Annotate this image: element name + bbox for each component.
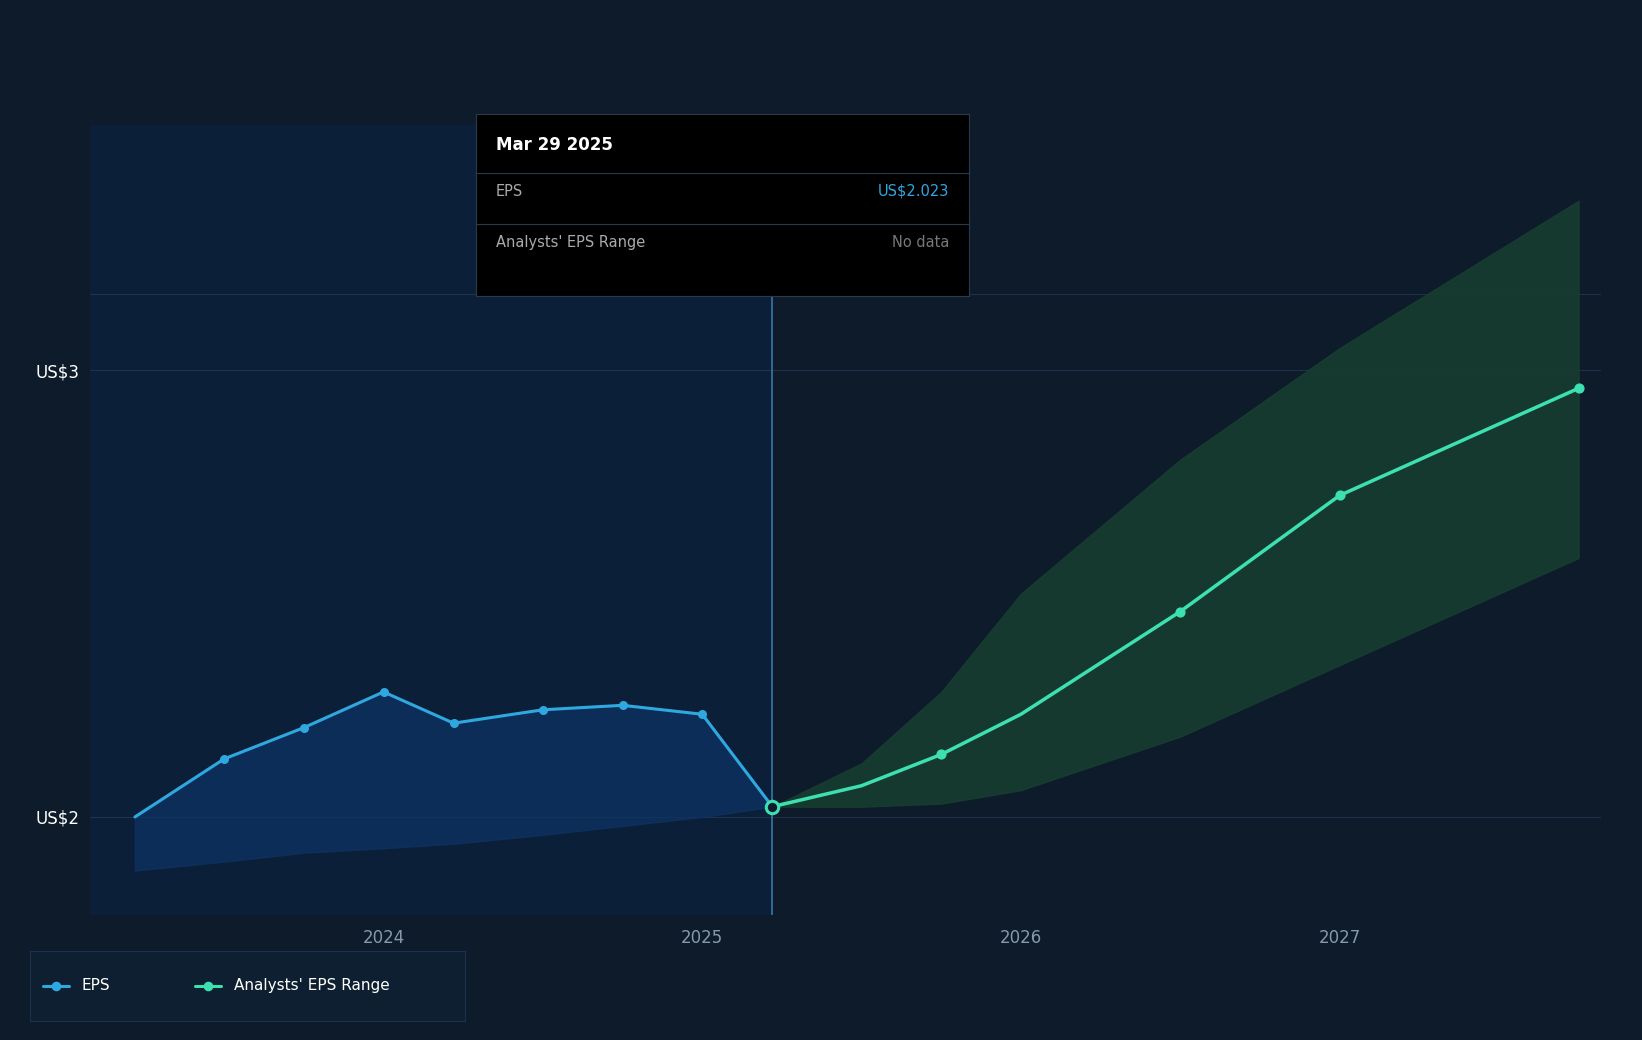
Point <box>609 697 635 713</box>
Text: Actual: Actual <box>704 256 760 270</box>
Text: US$2.023: US$2.023 <box>878 183 949 199</box>
Point <box>1565 380 1591 396</box>
Text: Mar 29 2025: Mar 29 2025 <box>496 136 612 154</box>
Point <box>690 706 716 723</box>
Point <box>440 714 466 731</box>
Point <box>530 701 557 718</box>
Point <box>759 799 785 815</box>
Point <box>291 720 317 736</box>
Text: Analysts' EPS Range: Analysts' EPS Range <box>235 979 389 993</box>
Text: EPS: EPS <box>82 979 110 993</box>
Point <box>471 656 498 673</box>
Bar <box>90 125 772 915</box>
Point <box>212 751 238 768</box>
Text: EPS: EPS <box>496 183 524 199</box>
Text: Analysts Forecasts: Analysts Forecasts <box>785 256 928 270</box>
Point <box>1327 487 1353 503</box>
Text: No data: No data <box>892 234 949 250</box>
Text: Analysts' EPS Range: Analysts' EPS Range <box>496 234 645 250</box>
Point <box>371 683 397 700</box>
Point <box>928 746 954 762</box>
Point <box>1167 603 1194 620</box>
